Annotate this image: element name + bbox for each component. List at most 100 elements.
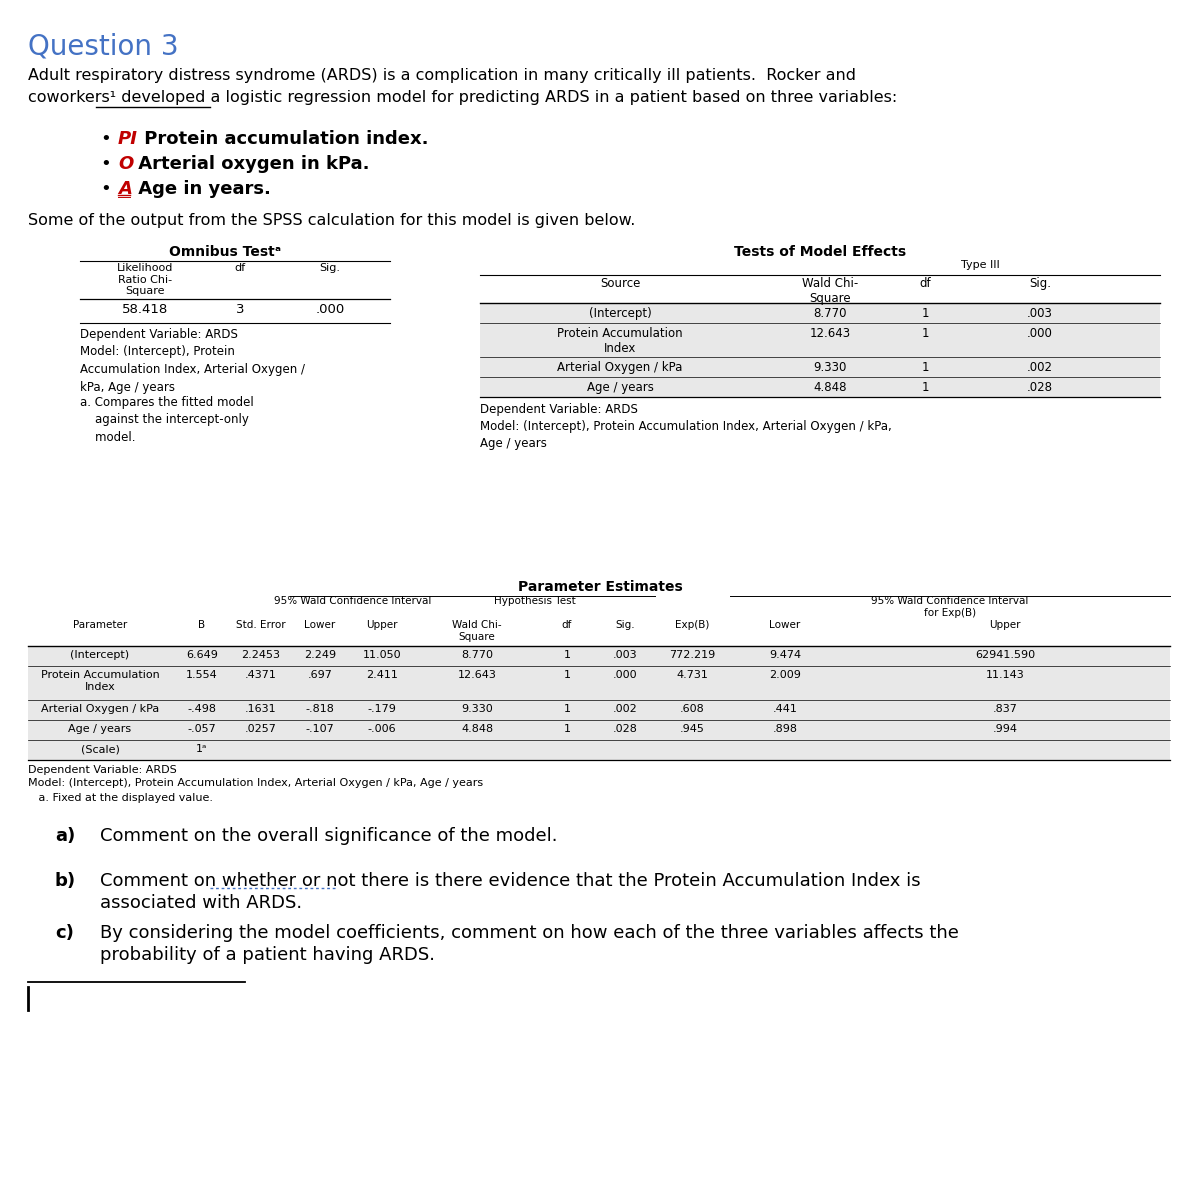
- Text: .837: .837: [992, 704, 1018, 714]
- Text: -.057: -.057: [187, 724, 216, 734]
- Text: Wald Chi-
Square: Wald Chi- Square: [452, 620, 502, 642]
- Text: Protein Accumulation
Index: Protein Accumulation Index: [41, 670, 160, 691]
- Text: -.179: -.179: [367, 704, 396, 714]
- Text: Age / years: Age / years: [68, 724, 132, 734]
- Text: 12.643: 12.643: [810, 327, 851, 340]
- Text: .000: .000: [316, 303, 344, 316]
- Text: 12.643: 12.643: [457, 670, 497, 680]
- Text: -.498: -.498: [187, 704, 216, 714]
- Text: By considering the model coefficients, comment on how each of the three variable: By considering the model coefficients, c…: [100, 924, 959, 942]
- Text: PI: PI: [118, 130, 138, 148]
- Text: B: B: [198, 620, 205, 630]
- Text: •: •: [100, 155, 110, 173]
- Text: 1: 1: [564, 670, 570, 680]
- Text: 95% Wald Confidence Interval: 95% Wald Confidence Interval: [274, 596, 431, 606]
- Text: 772.219: 772.219: [668, 650, 715, 660]
- Text: (Scale): (Scale): [80, 744, 120, 754]
- Text: 4.848: 4.848: [461, 724, 493, 734]
- Text: 2.009: 2.009: [769, 670, 800, 680]
- Text: Exp(B): Exp(B): [674, 620, 709, 630]
- Text: Adult respiratory distress syndrome (ARDS) is a complication in many critically : Adult respiratory distress syndrome (ARD…: [28, 69, 856, 83]
- Text: Tests of Model Effects: Tests of Model Effects: [734, 245, 906, 258]
- Text: .0257: .0257: [245, 724, 277, 734]
- Text: -.006: -.006: [367, 724, 396, 734]
- Text: .945: .945: [679, 724, 704, 734]
- Text: Omnibus Testᵃ: Omnibus Testᵃ: [169, 245, 281, 258]
- Text: Protein accumulation index.: Protein accumulation index.: [138, 130, 428, 148]
- Text: .441: .441: [773, 704, 798, 714]
- Text: Dependent Variable: ARDS
Model: (Intercept), Protein Accumulation Index, Arteria: Dependent Variable: ARDS Model: (Interce…: [28, 764, 484, 789]
- Bar: [480, 377, 1160, 397]
- Text: 11.143: 11.143: [985, 670, 1025, 680]
- Text: 9.330: 9.330: [461, 704, 493, 714]
- Text: 9.474: 9.474: [769, 650, 802, 660]
- Text: (Intercept): (Intercept): [71, 650, 130, 660]
- Text: 2.411: 2.411: [366, 670, 398, 680]
- Text: Sig.: Sig.: [319, 263, 341, 273]
- Text: c): c): [55, 924, 74, 942]
- Text: 58.418: 58.418: [122, 303, 168, 316]
- Text: a. Compares the fitted model
    against the intercept-only
    model.: a. Compares the fitted model against the…: [80, 395, 253, 444]
- Text: •: •: [100, 180, 110, 198]
- Text: .002: .002: [1027, 361, 1054, 374]
- Text: 62941.590: 62941.590: [974, 650, 1036, 660]
- Text: .028: .028: [1027, 381, 1054, 394]
- Text: .608: .608: [679, 704, 704, 714]
- Text: Std. Error: Std. Error: [236, 620, 286, 630]
- Text: 1: 1: [922, 381, 929, 394]
- Text: Lower: Lower: [769, 620, 800, 630]
- Text: .002: .002: [613, 704, 637, 714]
- Text: 2.2453: 2.2453: [241, 650, 281, 660]
- Text: 1: 1: [564, 650, 570, 660]
- Text: 1: 1: [564, 724, 570, 734]
- Text: 4.731: 4.731: [676, 670, 708, 680]
- Text: 1: 1: [922, 327, 929, 340]
- Text: associated with ARDS.: associated with ARDS.: [100, 894, 302, 912]
- Text: .003: .003: [1027, 307, 1052, 320]
- Bar: [28, 645, 1170, 666]
- Text: df: df: [562, 620, 572, 630]
- Text: 8.770: 8.770: [461, 650, 493, 660]
- Text: Age / years: Age / years: [587, 381, 654, 394]
- Text: Source: Source: [600, 276, 640, 290]
- Bar: [28, 720, 1170, 740]
- Text: Type III: Type III: [961, 260, 1000, 270]
- Text: 2.249: 2.249: [304, 650, 336, 660]
- Text: A: A: [118, 180, 132, 198]
- Text: Lower: Lower: [305, 620, 336, 630]
- Text: Sig.: Sig.: [616, 620, 635, 630]
- Text: .697: .697: [307, 670, 332, 680]
- Bar: [28, 700, 1170, 720]
- Text: 1: 1: [922, 361, 929, 374]
- Text: coworkers¹ developed a logistic regression model for predicting ARDS in a patien: coworkers¹ developed a logistic regressi…: [28, 90, 898, 105]
- Text: 1ᵃ: 1ᵃ: [197, 744, 208, 754]
- Text: 11.050: 11.050: [362, 650, 401, 660]
- Text: 1: 1: [564, 704, 570, 714]
- Text: Upper: Upper: [989, 620, 1021, 630]
- Text: Arterial oxygen in kPa.: Arterial oxygen in kPa.: [132, 155, 370, 173]
- Text: df: df: [234, 263, 246, 273]
- Text: Some of the output from the SPSS calculation for this model is given below.: Some of the output from the SPSS calcula…: [28, 213, 635, 228]
- Text: Question 3: Question 3: [28, 32, 179, 60]
- Text: .994: .994: [992, 724, 1018, 734]
- Text: 8.770: 8.770: [814, 307, 847, 320]
- Bar: [28, 666, 1170, 700]
- Text: a. Fixed at the displayed value.: a. Fixed at the displayed value.: [28, 793, 214, 803]
- Text: 1: 1: [922, 307, 929, 320]
- Text: -.818: -.818: [306, 704, 335, 714]
- Text: Wald Chi-
Square: Wald Chi- Square: [802, 276, 858, 305]
- Text: O: O: [118, 155, 133, 173]
- Text: Likelihood
Ratio Chi-
Square: Likelihood Ratio Chi- Square: [116, 263, 173, 296]
- Text: 1.554: 1.554: [186, 670, 218, 680]
- Text: b): b): [55, 871, 76, 889]
- Text: 4.848: 4.848: [814, 381, 847, 394]
- Text: Arterial Oxygen / kPa: Arterial Oxygen / kPa: [41, 704, 160, 714]
- Text: 6.649: 6.649: [186, 650, 218, 660]
- Text: .898: .898: [773, 724, 798, 734]
- Bar: [480, 357, 1160, 377]
- Text: Upper: Upper: [366, 620, 397, 630]
- Text: Protein Accumulation
Index: Protein Accumulation Index: [557, 327, 683, 355]
- Text: Comment on whether or not there is there evidence that the Protein Accumulation : Comment on whether or not there is there…: [100, 871, 920, 889]
- Text: .003: .003: [613, 650, 637, 660]
- Text: .000: .000: [613, 670, 637, 680]
